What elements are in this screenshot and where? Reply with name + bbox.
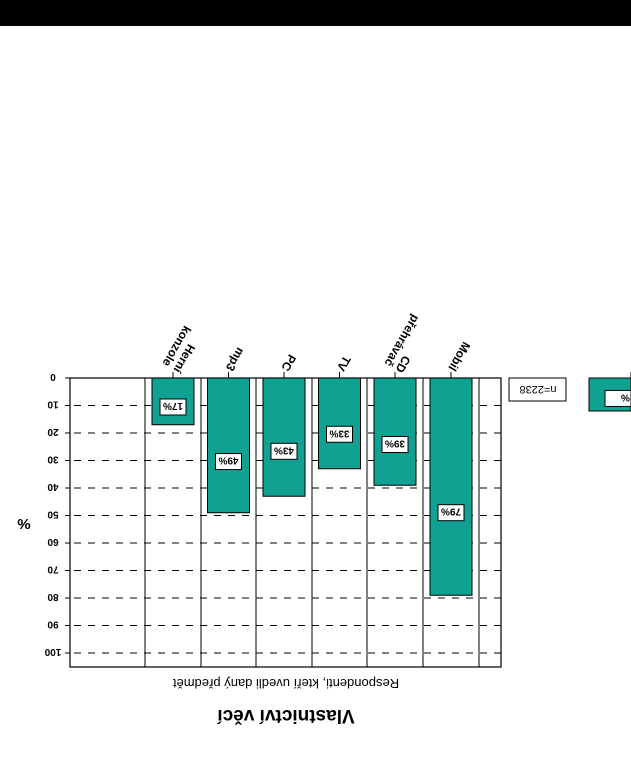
y-tick-label: 70 [47, 564, 59, 575]
y-tick-label: 100 [44, 646, 61, 657]
value-label: 12% [621, 391, 631, 402]
value-label-box [215, 453, 242, 471]
y-tick-label: 50 [47, 509, 59, 520]
value-label: 43% [274, 444, 294, 455]
sample-size-text: n=2238 [519, 383, 556, 395]
rotated-chart: 79% 39% 33% 43% 49% 17% 12% 0 10 20 30 40 50 60 70 80 9… [17, 312, 631, 763]
y-tick-label: 90 [47, 619, 59, 630]
bar-5 [207, 377, 250, 514]
y-axis-label: % [17, 515, 30, 532]
value-label-box [437, 504, 465, 522]
sample-size-box [508, 377, 567, 402]
sample-size-note: n=2238 [508, 377, 567, 402]
x-axis-label: Respondenti, kteří uvedli daný předmět [173, 676, 400, 691]
y-tick-label: 30 [47, 454, 59, 465]
value-label-box [326, 425, 353, 443]
category-label: mp3 [223, 345, 248, 374]
bar-1 [429, 377, 473, 596]
category-label: CDpřehrávač [381, 312, 433, 375]
value-label-box [604, 389, 631, 407]
value-label: 33% [329, 427, 349, 438]
category-label: Herníkonzole [159, 323, 205, 376]
y-tick-label: 40 [47, 481, 59, 492]
y-tick-label: 80 [47, 591, 59, 602]
category-label: PC [278, 352, 299, 374]
value-label-box [381, 435, 409, 453]
bars: 79% 39% 33% 43% 49% 17% 12% [151, 377, 631, 596]
y-axis-ticks: 0 10 20 30 40 50 60 70 80 90 100 [44, 371, 70, 657]
bar-4 [262, 377, 306, 497]
value-label-box [270, 442, 298, 460]
y-tick-label: 20 [47, 426, 59, 437]
chart-title: Vlastnictví věcí [217, 705, 355, 726]
header-bar [0, 0, 631, 26]
bar-3 [318, 377, 361, 470]
value-label: 17% [163, 400, 183, 411]
value-label: 79% [441, 506, 461, 517]
bar-2 [373, 377, 417, 486]
value-label: 39% [385, 437, 405, 448]
value-label-box [159, 398, 187, 416]
y-tick-label: 0 [50, 371, 56, 382]
category-separators [144, 378, 480, 667]
category-label: Mobil [445, 339, 473, 373]
y-tick-label: 60 [47, 536, 59, 547]
category-label: TV [334, 353, 354, 373]
y-tick-label: 10 [47, 399, 59, 410]
value-label: 49% [218, 455, 238, 466]
